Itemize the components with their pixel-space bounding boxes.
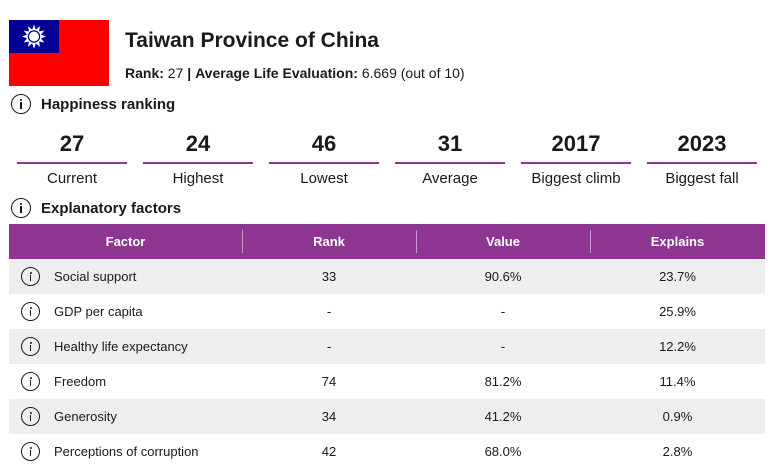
factor-value: 81.2%	[484, 374, 522, 389]
stat-current: 27 Current	[17, 130, 127, 187]
info-icon[interactable]	[21, 267, 40, 286]
factor-rank: 42	[321, 444, 337, 459]
stat-value: 27	[59, 131, 85, 156]
sun-icon	[22, 24, 46, 49]
table-header: Factor Rank Value Explains	[9, 224, 765, 259]
factor-explains: 25.9%	[659, 304, 696, 319]
stat-label: Biggest fall	[665, 170, 739, 187]
factor-name: Generosity	[54, 409, 117, 424]
factor-rank: -	[326, 304, 332, 319]
factor-explains: 2.8%	[662, 444, 693, 459]
stat-label: Highest	[172, 170, 224, 187]
stat-divider	[17, 162, 127, 164]
factor-value: 90.6%	[484, 269, 522, 284]
avg-value: 6.669	[361, 65, 397, 81]
stat-divider	[521, 162, 631, 164]
info-icon[interactable]	[21, 302, 40, 321]
table-row: GDP per capita - - 25.9%	[9, 294, 765, 329]
column-divider	[242, 230, 243, 253]
table-row: Healthy life expectancy - - 12.2%	[9, 329, 765, 364]
table-row: Perceptions of corruption 42 68.0% 2.8%	[9, 434, 765, 469]
stat-value: 24	[185, 131, 211, 156]
factor-value: 41.2%	[484, 409, 522, 424]
stat-label: Average	[422, 170, 478, 187]
stat-value: 2023	[677, 131, 727, 156]
table-row: Freedom 74 81.2% 11.4%	[9, 364, 765, 399]
happiness-ranking-heading: Happiness ranking	[11, 94, 175, 114]
flag-canton	[9, 20, 59, 53]
stat-divider	[647, 162, 757, 164]
avg-label: Average Life Evaluation:	[195, 65, 358, 81]
factor-rank: -	[326, 339, 332, 354]
factors-table: Factor Rank Value Explains Social suppor…	[9, 224, 765, 469]
rank-label: Rank:	[125, 65, 164, 81]
column-header-value: Value	[486, 234, 520, 249]
info-icon[interactable]	[21, 407, 40, 426]
stat-value: 46	[311, 131, 337, 156]
factor-explains: 0.9%	[662, 409, 693, 424]
stat-label: Lowest	[300, 170, 348, 187]
ranking-stats: 27 Current 24 Highest 46 Lowest 31 Avera…	[17, 130, 757, 190]
stat-value: 2017	[551, 131, 601, 156]
stat-label: Biggest climb	[531, 170, 621, 187]
factor-rank: 74	[321, 374, 337, 389]
factor-explains: 12.2%	[659, 339, 696, 354]
stat-biggest-climb: 2017 Biggest climb	[521, 130, 631, 187]
table-row: Social support 33 90.6% 23.7%	[9, 259, 765, 294]
column-header-factor: Factor	[105, 234, 146, 249]
factor-value: 68.0%	[484, 444, 522, 459]
table-row: Generosity 34 41.2% 0.9%	[9, 399, 765, 434]
stat-lowest: 46 Lowest	[269, 130, 379, 187]
info-icon[interactable]	[21, 372, 40, 391]
column-divider	[590, 230, 591, 253]
stat-average: 31 Average	[395, 130, 505, 187]
country-flag	[9, 20, 109, 86]
factor-name: Social support	[54, 269, 137, 284]
factor-value: -	[500, 339, 506, 354]
rank-summary: Rank: 27 | Average Life Evaluation: 6.66…	[125, 65, 465, 81]
info-icon[interactable]	[21, 442, 40, 461]
rank-value: 27	[167, 65, 184, 81]
factor-rank: 34	[321, 409, 337, 424]
stat-divider	[269, 162, 379, 164]
column-header-explains: Explains	[650, 234, 705, 249]
factor-rank: 33	[321, 269, 337, 284]
stat-value: 31	[437, 131, 463, 156]
info-icon[interactable]	[11, 94, 31, 114]
stat-divider	[143, 162, 253, 164]
factor-name: Freedom	[54, 374, 107, 389]
stat-label: Current	[46, 170, 98, 187]
explanatory-factors-heading: Explanatory factors	[11, 198, 181, 218]
factor-value: -	[500, 304, 506, 319]
country-title: Taiwan Province of China	[125, 29, 379, 52]
separator: |	[187, 65, 192, 81]
info-icon[interactable]	[21, 337, 40, 356]
section-title: Explanatory factors	[41, 199, 182, 217]
factor-explains: 11.4%	[659, 374, 696, 389]
stat-divider	[395, 162, 505, 164]
section-title: Happiness ranking	[41, 95, 176, 113]
stat-biggest-fall: 2023 Biggest fall	[647, 130, 757, 187]
factor-name: Perceptions of corruption	[54, 444, 199, 459]
factor-name: Healthy life expectancy	[54, 339, 188, 354]
stat-highest: 24 Highest	[143, 130, 253, 187]
factor-name: GDP per capita	[54, 304, 143, 319]
info-icon[interactable]	[11, 198, 31, 218]
column-divider	[416, 230, 417, 253]
factor-explains: 23.7%	[659, 269, 696, 284]
avg-suffix: (out of 10)	[400, 65, 465, 81]
column-header-rank: Rank	[313, 234, 345, 249]
